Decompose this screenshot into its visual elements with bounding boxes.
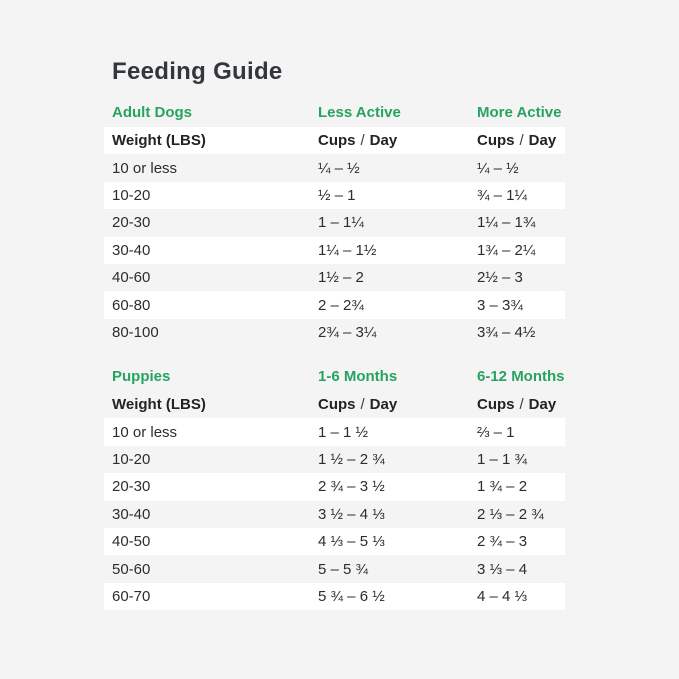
table-row: 40-50 4 ⅓ – 5 ⅓ 2 ¾ – 3: [104, 527, 565, 556]
table-row: 50-60 5 – 5 ¾ 3 ⅓ – 4: [104, 555, 565, 582]
weight-cell: 40-60: [112, 269, 151, 287]
slash-separator: /: [360, 396, 365, 414]
day-label: Day: [528, 132, 557, 150]
weight-cell: 60-80: [112, 296, 151, 314]
adult-header-row: Weight (LBS) Cups / Day Cups / Day: [104, 127, 565, 155]
months-6-12-cell: 4 – 4 ⅓: [477, 587, 528, 605]
cups-day-header-cell: Cups / Day: [477, 396, 565, 413]
less-active-cell: ½ – 1: [318, 186, 356, 204]
less-active-cell: ¼ – ½: [318, 159, 360, 177]
cups-label: Cups: [318, 396, 356, 414]
months-6-12-cell: 1 – 1 ¾: [477, 450, 528, 468]
more-active-cell: 3 – 3¾: [477, 296, 523, 314]
months-1-6-cell: 1 – 1 ½: [318, 423, 369, 441]
less-active-cell: 1½ – 2: [318, 269, 364, 287]
weight-cell: 10-20: [112, 450, 151, 468]
table-row: 60-70 5 ¾ – 6 ½ 4 – 4 ⅓: [104, 582, 565, 611]
cups-label: Cups: [477, 396, 515, 414]
weight-cell: 20-30: [112, 214, 151, 232]
less-active-cell: 2 – 2¾: [318, 296, 364, 314]
weight-header-cell: Weight (LBS): [112, 396, 206, 414]
more-active-cell: 2½ – 3: [477, 269, 523, 287]
less-active-cell: 2¾ – 3¼: [318, 323, 377, 341]
table-row: 20-30 1 – 1¼ 1¼ – 1¾: [104, 209, 565, 236]
table-row: 60-80 2 – 2¾ 3 – 3¾: [104, 291, 565, 319]
weight-cell: 30-40: [112, 241, 151, 259]
weight-header-cell: Weight (LBS): [112, 132, 206, 150]
cups-label: Cups: [318, 132, 356, 150]
table-row: 10 or less ¼ – ½ ¼ – ½: [104, 154, 565, 181]
page-title: Feeding Guide: [112, 58, 283, 85]
months-6-12-cell: 1 ¾ – 2: [477, 478, 528, 496]
puppies-table: Weight (LBS) Cups / Day Cups / Day 10 or les…: [104, 391, 565, 611]
months-1-6-cell: 3 ½ – 4 ⅓: [318, 505, 385, 523]
column-label-less-active: Less Active: [318, 103, 401, 121]
more-active-cell: 3¾ – 4½: [477, 323, 536, 341]
weight-cell: 40-50: [112, 533, 151, 551]
months-6-12-cell: 2 ⅓ – 2 ¾: [477, 505, 544, 523]
months-1-6-cell: 1 ½ – 2 ¾: [318, 450, 385, 468]
table-row: 10-20 1 ½ – 2 ¾ 1 – 1 ¾: [104, 446, 565, 473]
more-active-cell: 1¾ – 2¼: [477, 241, 536, 259]
cups-day-header-cell: Cups / Day: [477, 132, 565, 149]
day-label: Day: [369, 396, 398, 414]
less-active-cell: 1 – 1¼: [318, 214, 364, 232]
weight-cell: 50-60: [112, 560, 151, 578]
column-label-6-12-months: 6-12 Months: [477, 367, 565, 385]
adult-dogs-table: Weight (LBS) Cups / Day Cups / Day 10 or les…: [104, 127, 565, 346]
day-label: Day: [528, 396, 557, 414]
table-row: 30-40 3 ½ – 4 ⅓ 2 ⅓ – 2 ¾: [104, 501, 565, 528]
table-row: 30-40 1¼ – 1½ 1¾ – 2¼: [104, 236, 565, 264]
weight-cell: 10-20: [112, 186, 151, 204]
weight-cell: 10 or less: [112, 159, 178, 177]
more-active-cell: ¾ – 1¼: [477, 186, 528, 204]
table-row: 10 or less 1 – 1 ½ ⅔ – 1: [104, 418, 565, 446]
cups-day-header-cell: Cups / Day: [318, 396, 477, 413]
day-label: Day: [369, 132, 398, 150]
months-1-6-cell: 4 ⅓ – 5 ⅓: [318, 533, 385, 551]
slash-separator: /: [360, 132, 365, 150]
months-6-12-cell: 3 ⅓ – 4: [477, 560, 528, 578]
section-label-puppies: Puppies: [112, 367, 171, 385]
table-row: 20-30 2 ¾ – 3 ½ 1 ¾ – 2: [104, 473, 565, 501]
slash-separator: /: [519, 396, 524, 414]
column-label-1-6-months: 1-6 Months: [318, 367, 398, 385]
more-active-cell: 1¼ – 1¾: [477, 214, 536, 232]
slash-separator: /: [519, 132, 524, 150]
months-6-12-cell: ⅔ – 1: [477, 423, 515, 441]
section-header-puppies: Puppies 1-6 Months 6-12 Months: [104, 364, 565, 388]
table-row: 40-60 1½ – 2 2½ – 3: [104, 264, 565, 291]
table-row: 80-100 2¾ – 3¼ 3¾ – 4½: [104, 319, 565, 346]
weight-cell: 80-100: [112, 323, 159, 341]
more-active-cell: ¼ – ½: [477, 159, 519, 177]
section-label-adult-dogs: Adult Dogs: [112, 103, 192, 121]
months-6-12-cell: 2 ¾ – 3: [477, 533, 528, 551]
months-1-6-cell: 5 ¾ – 6 ½: [318, 587, 385, 605]
weight-cell: 20-30: [112, 478, 151, 496]
section-header-adult-dogs: Adult Dogs Less Active More Active: [104, 100, 565, 124]
months-1-6-cell: 5 – 5 ¾: [318, 560, 369, 578]
months-1-6-cell: 2 ¾ – 3 ½: [318, 478, 385, 496]
weight-cell: 10 or less: [112, 423, 178, 441]
weight-cell: 30-40: [112, 505, 151, 523]
column-label-more-active: More Active: [477, 103, 562, 121]
weight-cell: 60-70: [112, 587, 151, 605]
less-active-cell: 1¼ – 1½: [318, 241, 377, 259]
puppies-header-row: Weight (LBS) Cups / Day Cups / Day: [104, 391, 565, 418]
cups-label: Cups: [477, 132, 515, 150]
cups-day-header-cell: Cups / Day: [318, 132, 477, 149]
table-row: 10-20 ½ – 1 ¾ – 1¼: [104, 181, 565, 210]
